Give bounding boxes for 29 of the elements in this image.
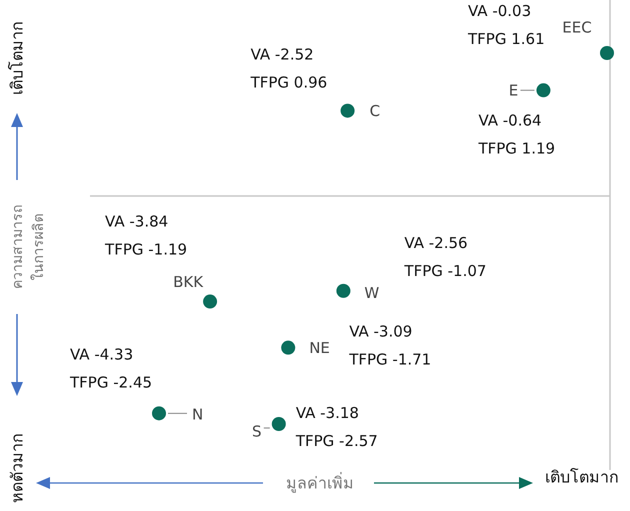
data-label: VA -2.52 xyxy=(250,46,314,64)
category-label: BKK xyxy=(173,272,204,291)
data-label: VA -2.56 xyxy=(404,234,468,252)
data-label: TFPG -2.45 xyxy=(69,373,152,392)
text: มูลค่าเพิ่ม xyxy=(286,472,354,494)
data-label: VA -3.09 xyxy=(349,322,412,341)
text: เติบโตมาก xyxy=(545,468,619,487)
category-label: EEC xyxy=(562,18,592,36)
data-label: TFPG -1.07 xyxy=(403,262,486,280)
data-label: VA -3.18 xyxy=(296,404,359,422)
category-label: W xyxy=(364,284,380,302)
text: เติบโตมาก xyxy=(8,21,27,95)
data-label: VA -4.33 xyxy=(70,345,134,364)
category-label: N xyxy=(192,406,204,424)
category-label: S xyxy=(252,422,262,440)
data-label: VA -0.64 xyxy=(478,111,542,130)
category-label: C xyxy=(370,102,380,120)
data-label: TFPG 1.19 xyxy=(477,139,556,158)
data-label: TFPG -2.57 xyxy=(294,432,378,450)
category-label: E xyxy=(508,82,518,100)
data-label: VA -0.03 xyxy=(468,2,532,20)
data-label: TFPG -1.19 xyxy=(104,240,188,259)
data-label: TFPG -1.71 xyxy=(348,350,432,369)
data-label: TFPG 0.96 xyxy=(250,74,328,92)
text: ความสามารถ ในการผลิต xyxy=(10,205,47,289)
data-label: TFPG 1.61 xyxy=(467,30,545,48)
text: หดตัวมาก xyxy=(8,433,27,503)
category-label: NE xyxy=(309,338,330,357)
data-label: VA -3.84 xyxy=(105,212,168,231)
